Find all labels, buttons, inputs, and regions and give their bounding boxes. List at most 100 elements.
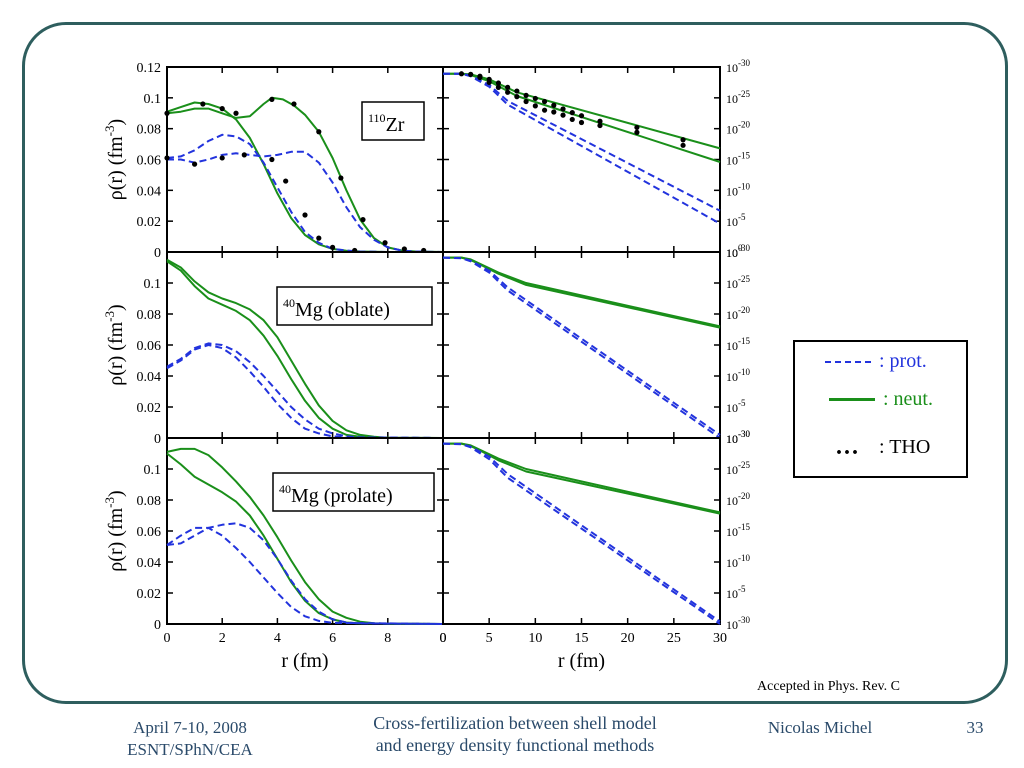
y-tick-label: 10-15 <box>726 151 750 168</box>
y-tick-label: 10-15 <box>726 522 750 539</box>
tho-point <box>382 240 388 246</box>
tho-point <box>551 109 557 115</box>
accepted-note: Accepted in Phys. Rev. C <box>757 679 900 694</box>
y-tick-label: 0.12 <box>137 61 162 76</box>
y-tick-label: 10-10 <box>726 553 750 570</box>
y-tick-label: 0.1 <box>144 277 162 292</box>
tho-point <box>219 106 225 112</box>
footer-org: ESNT/SPhN/CEA <box>127 740 253 759</box>
y-tick-label: 10-25 <box>726 274 750 291</box>
x-tick-label: 4 <box>274 631 281 646</box>
tho-point <box>505 84 511 90</box>
legend: : prot. : neut. ... : THO <box>793 340 968 478</box>
proton-density-line <box>443 72 721 225</box>
proton-density-line <box>442 256 721 436</box>
panel-frame <box>166 66 444 253</box>
neut-swatch <box>829 398 875 401</box>
tho-point <box>634 124 640 131</box>
tho-point <box>541 107 548 113</box>
y-tick-label: 0.08 <box>137 123 162 138</box>
tho-point <box>316 129 322 135</box>
neutron-density-line <box>443 256 721 329</box>
tho-point <box>458 71 465 77</box>
y-axis-label: ρ(r) (fm-3) <box>102 119 127 200</box>
panel-frame <box>442 66 721 253</box>
y-tick-label: 0 <box>154 246 161 261</box>
y-tick-label: 0.02 <box>137 215 162 230</box>
tho-point <box>241 152 247 158</box>
x-axis-label: r (fm) <box>558 650 605 672</box>
tho-point <box>514 94 520 100</box>
tho-point <box>505 89 511 95</box>
tho-point <box>523 92 529 98</box>
panel-frame <box>442 437 721 625</box>
y-tick-label: 0.08 <box>137 308 162 323</box>
panel-annotation-box <box>272 472 435 512</box>
footer-title-block: Cross-fertilization between shell model … <box>320 712 710 756</box>
panel-annotation: 40Mg (prolate) <box>279 482 393 507</box>
y-tick-label: 0.06 <box>137 525 162 540</box>
x-tick-label: 8 <box>384 631 391 646</box>
tho-point <box>302 212 308 218</box>
panel-annotation: 40Mg (oblate) <box>283 296 390 321</box>
y-tick-label: 10-30 <box>726 58 750 75</box>
y-tick-label: 100 <box>726 243 743 260</box>
tho-point <box>269 96 275 102</box>
footer-date: April 7-10, 2008 <box>133 718 247 737</box>
y-tick-label: 10-10 <box>726 181 750 198</box>
proton-density-line <box>166 522 444 625</box>
y-tick-label: 0.08 <box>137 494 162 509</box>
panel-annotation-box <box>276 286 433 326</box>
y-tick-label: 0.04 <box>137 556 162 571</box>
tho-point <box>486 79 492 86</box>
tho-point <box>164 110 170 116</box>
tho-point <box>219 155 225 161</box>
y-tick-label: 0.06 <box>137 339 162 354</box>
tho-point <box>523 98 529 105</box>
y-tick-label: 10-5 <box>726 398 746 415</box>
y-tick-label: 0.04 <box>137 370 162 385</box>
tho-point <box>634 129 640 135</box>
footer-title-line1: Cross-fertilization between shell model <box>373 713 657 733</box>
x-tick-label: 30 <box>713 631 727 646</box>
proton-density-line <box>443 72 721 212</box>
proton-density-line <box>442 256 721 439</box>
legend-tho-label: : THO <box>879 436 931 458</box>
x-tick-label: 25 <box>667 631 681 646</box>
proton-density-line <box>166 342 444 439</box>
tho-point <box>316 235 322 241</box>
proton-density-line <box>166 526 444 625</box>
y-tick-label: 10-30 <box>726 429 750 446</box>
y-tick-label: 10-30 <box>726 243 750 260</box>
tho-point <box>514 88 520 94</box>
y-tick-label: 10-15 <box>726 336 750 353</box>
prot-swatch <box>825 360 871 363</box>
panel-frame <box>442 251 721 439</box>
neutron-density-line <box>166 258 444 439</box>
y-tick-label: 10-25 <box>726 89 750 106</box>
legend-neut-label: : neut. <box>883 388 933 410</box>
panel-frame <box>166 437 444 625</box>
y-tick-label: 0 <box>154 618 161 633</box>
x-tick-label: 0 <box>164 631 171 646</box>
tho-point <box>283 178 289 184</box>
panel-annotation: 110Zr <box>368 111 405 136</box>
tho-point <box>532 95 538 102</box>
neutron-density-line <box>166 447 444 625</box>
tho-point <box>597 118 603 124</box>
legend-prot-label: : prot. <box>879 350 927 372</box>
tho-point <box>200 101 206 107</box>
tho-point <box>532 103 538 109</box>
proton-density-line <box>442 442 721 625</box>
tho-point <box>541 98 548 105</box>
tho-point <box>360 217 366 223</box>
legend-tho: ... : THO <box>825 434 930 461</box>
y-tick-label: 10-20 <box>726 120 750 137</box>
tho-point <box>569 110 575 116</box>
x-tick-label: 15 <box>575 631 589 646</box>
tho-swatch: ... <box>836 434 860 460</box>
tho-point <box>468 71 474 77</box>
legend-neut: : neut. <box>829 388 933 411</box>
tho-point <box>233 110 239 116</box>
